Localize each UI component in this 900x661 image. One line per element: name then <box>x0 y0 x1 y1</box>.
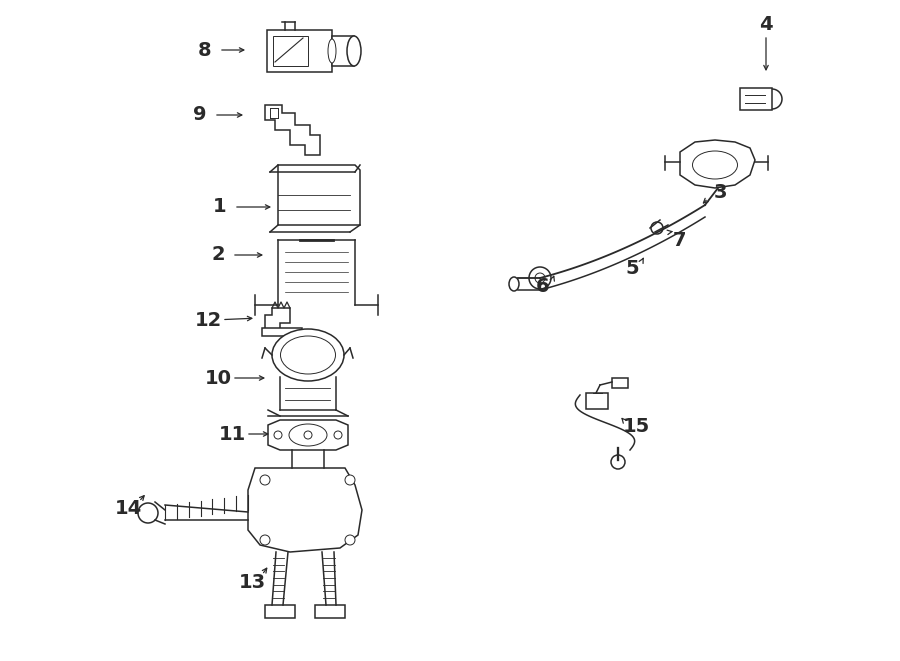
Ellipse shape <box>535 273 545 283</box>
Text: 2: 2 <box>212 245 225 264</box>
Circle shape <box>611 455 625 469</box>
Bar <box>273 36 308 66</box>
Text: 12: 12 <box>194 311 221 329</box>
Polygon shape <box>265 105 320 155</box>
Text: 15: 15 <box>623 418 650 436</box>
Bar <box>262 328 302 336</box>
Bar <box>332 36 354 66</box>
Text: 11: 11 <box>219 424 246 444</box>
Circle shape <box>274 431 282 439</box>
Ellipse shape <box>529 267 551 289</box>
Text: 1: 1 <box>213 198 227 217</box>
Ellipse shape <box>281 336 336 374</box>
Polygon shape <box>268 420 348 450</box>
Text: 9: 9 <box>194 106 207 124</box>
Text: 5: 5 <box>626 258 639 278</box>
Polygon shape <box>248 468 362 552</box>
Circle shape <box>138 503 158 523</box>
Polygon shape <box>265 308 290 330</box>
Circle shape <box>304 431 312 439</box>
Text: 7: 7 <box>672 231 686 249</box>
Text: 8: 8 <box>198 40 212 59</box>
Ellipse shape <box>509 277 519 291</box>
Ellipse shape <box>328 39 336 63</box>
Ellipse shape <box>692 151 737 179</box>
Bar <box>612 378 628 388</box>
Circle shape <box>260 535 270 545</box>
Circle shape <box>651 222 663 234</box>
Bar <box>586 393 608 409</box>
Ellipse shape <box>347 36 361 66</box>
Polygon shape <box>265 605 295 618</box>
Text: 14: 14 <box>114 498 141 518</box>
Circle shape <box>345 475 355 485</box>
Circle shape <box>345 535 355 545</box>
Ellipse shape <box>289 424 327 446</box>
Text: 13: 13 <box>238 572 266 592</box>
Bar <box>740 88 772 110</box>
Circle shape <box>334 431 342 439</box>
Ellipse shape <box>272 329 344 381</box>
Text: 4: 4 <box>760 15 773 34</box>
Polygon shape <box>278 165 360 225</box>
Text: 3: 3 <box>713 184 727 202</box>
Text: 6: 6 <box>536 278 550 297</box>
Bar <box>267 30 332 72</box>
Circle shape <box>260 475 270 485</box>
Polygon shape <box>680 140 755 188</box>
Text: 10: 10 <box>204 368 231 387</box>
Polygon shape <box>315 605 345 618</box>
